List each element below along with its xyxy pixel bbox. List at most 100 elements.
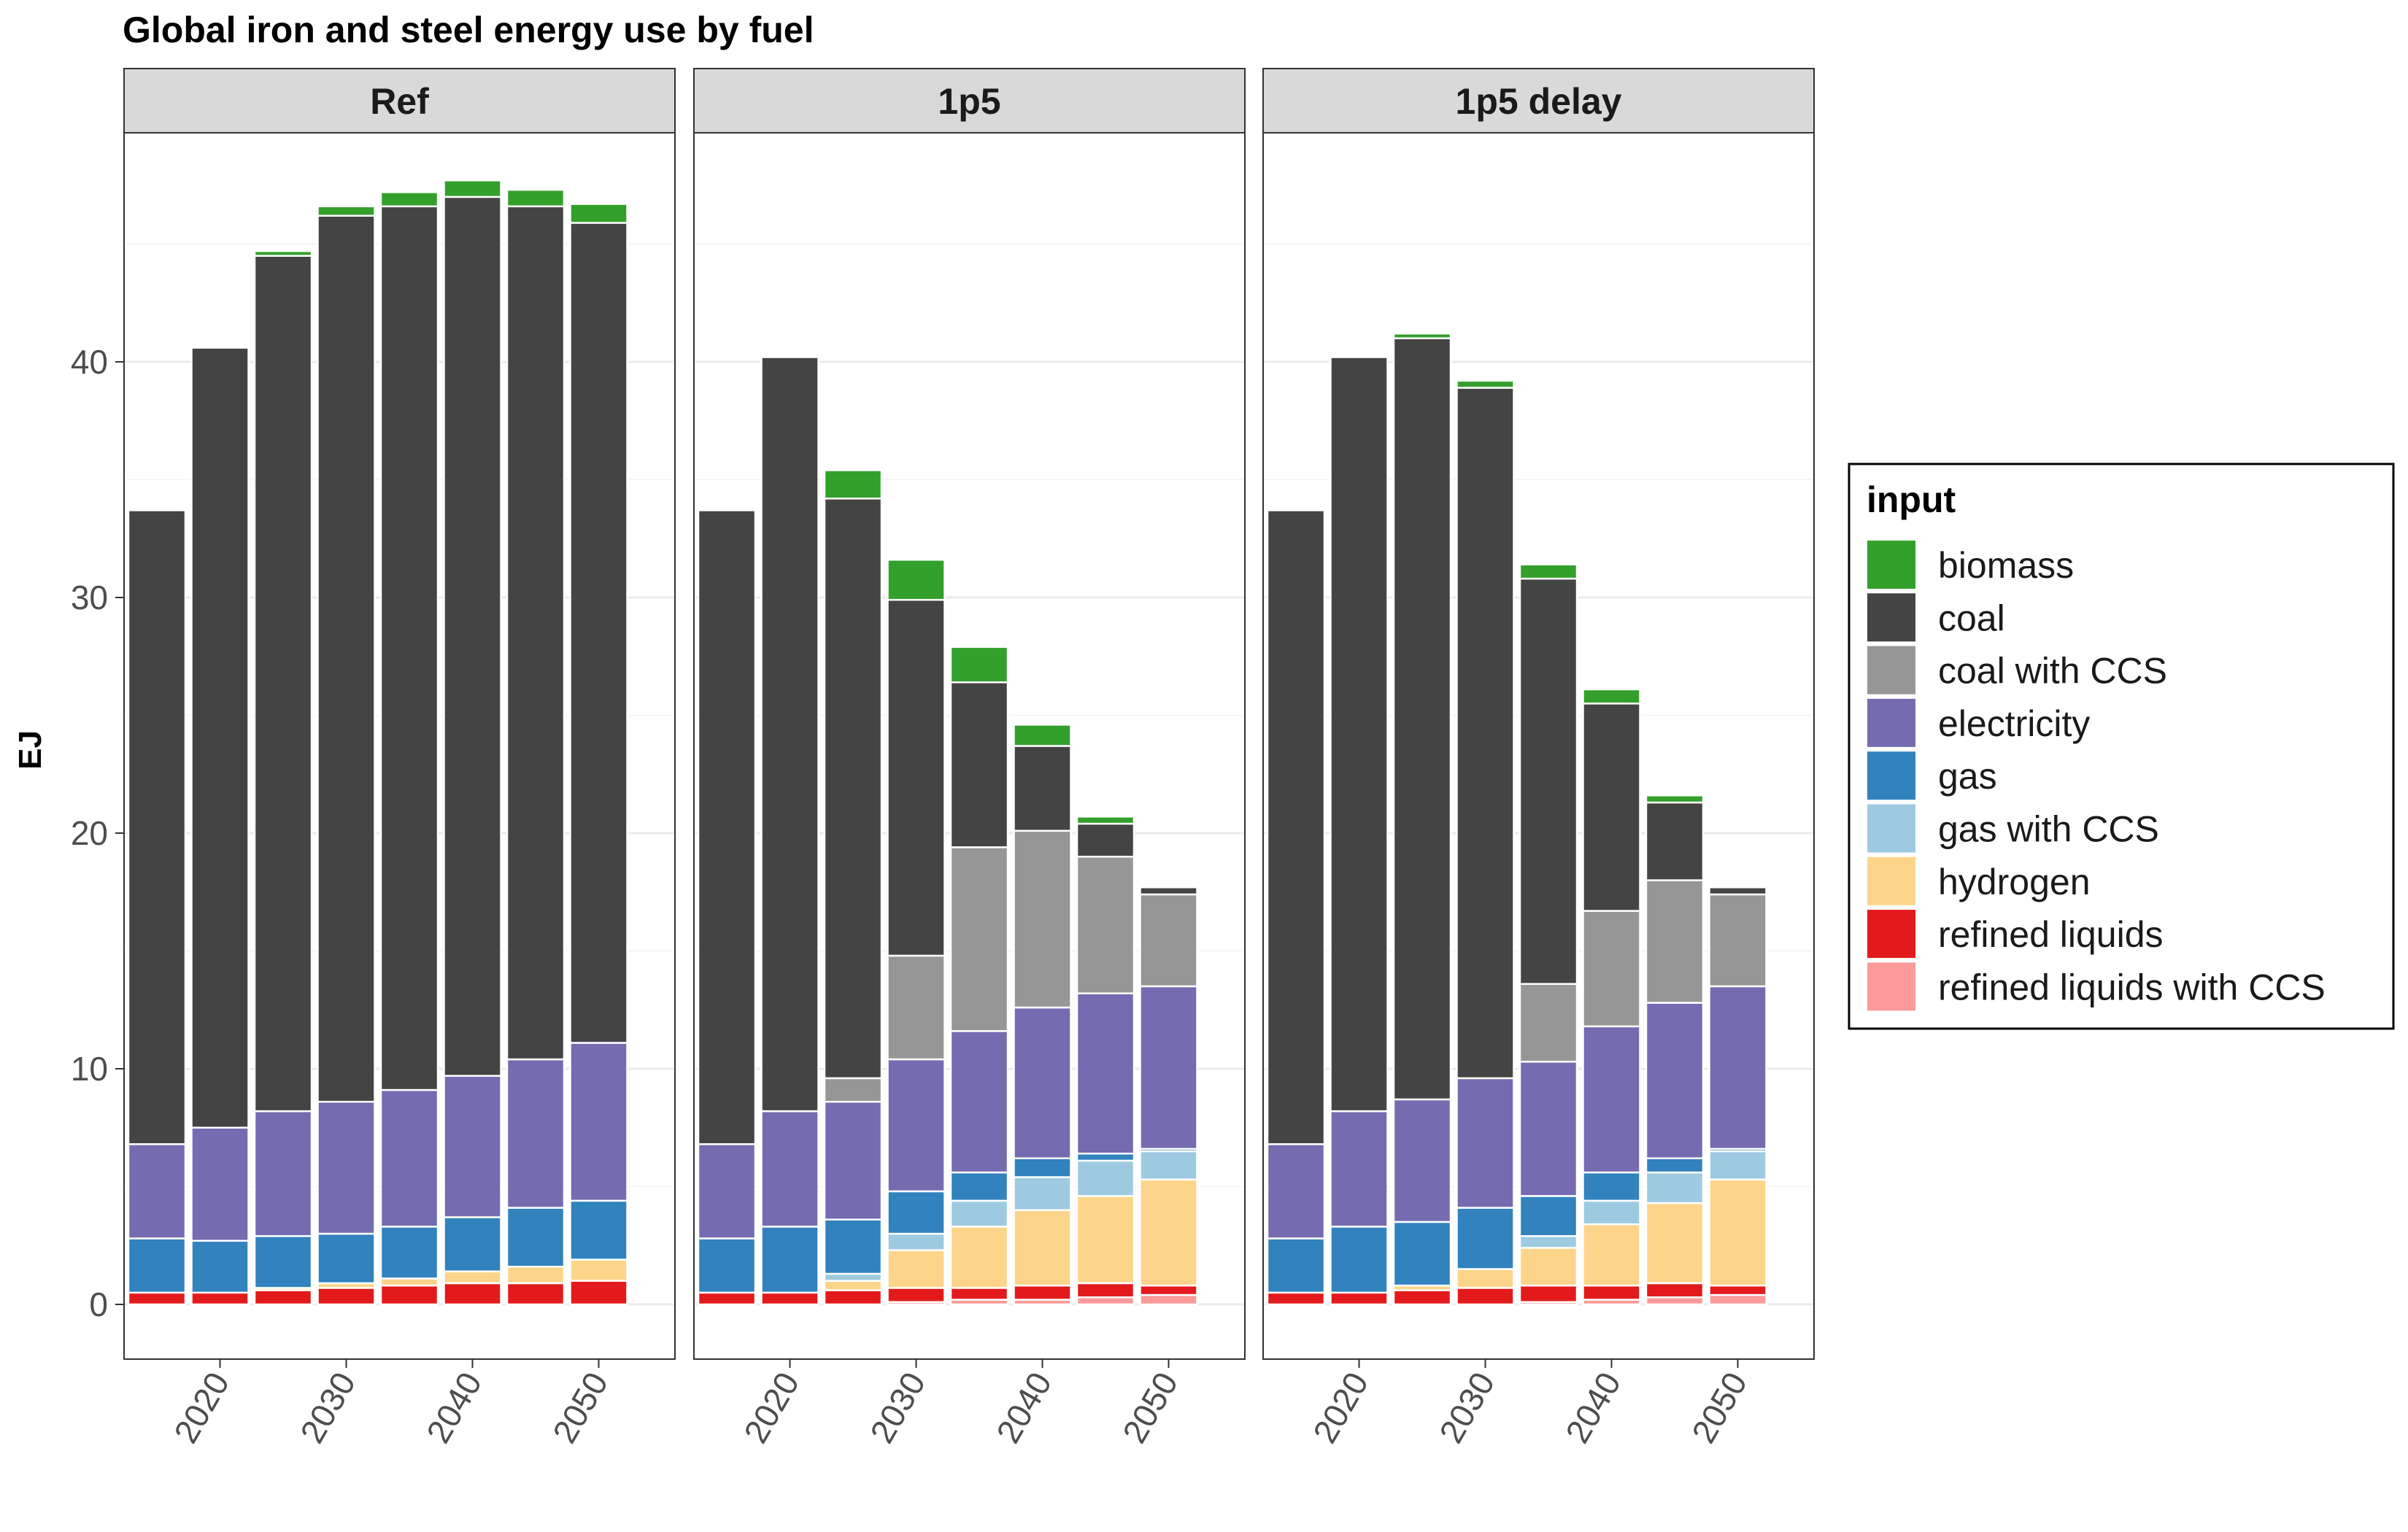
bar-segment-electricity [823,1100,883,1220]
legend: input biomass coal coal with CCS electricity… [1848,463,2395,1030]
bar-segment-coal [1330,356,1389,1113]
legend-item-electricity: electricity [1866,697,2090,748]
bar-segment-electricity [1392,1098,1452,1223]
bar-segment-coal-with-ccs [1518,983,1578,1063]
bar-segment-coal-with-ccs [949,846,1009,1032]
bar-segment-hydrogen [823,1280,883,1291]
bar-segment-biomass [379,191,439,208]
facet-strip [123,68,676,134]
bar-segment-coal-with-ccs [1645,879,1705,1004]
bar-segment-coal-with-ccs [1139,893,1198,988]
bars [697,356,1198,1306]
legend-label: coal with CCS [1938,651,2167,692]
bar-segment-gas-with-ccs [1645,1171,1705,1204]
bar-segment-coal [1518,577,1578,985]
legend-item-coal-with-ccs: coal with CCS [1866,644,2167,696]
bar-segment-hydrogen [1582,1223,1641,1287]
bar-segment-biomass [317,205,376,217]
x-tick-label: 2020 [736,1366,806,1450]
bar-segment-gas-with-ccs [1139,1150,1198,1181]
bar-segment-coal [506,205,566,1061]
bar-segment-coal [190,347,250,1129]
bar-segment-refined-liquids [1645,1282,1705,1299]
bar-segment-coal [1708,886,1767,896]
bar-segment-hydrogen [1645,1202,1705,1285]
bar-segment-coal [1013,745,1072,832]
bar-segment-hydrogen [1139,1178,1198,1287]
bar-segment-refined-liquids [253,1289,313,1306]
bar-segment-biomass [1645,794,1705,804]
bar-segment-electricity [1582,1025,1641,1174]
bar-segment-coal-with-ccs [1076,856,1135,994]
bar-segment-gas [1582,1171,1641,1202]
bar-segment-biomass [443,179,502,198]
bar-segment-gas [949,1171,1009,1202]
facet-strip [1262,68,1815,134]
x-tick-label: 2040 [1558,1366,1628,1450]
bar-segment-refined-liquids [697,1291,757,1306]
panel-border [123,132,676,1360]
bar-segment-coal-with-ccs [1582,910,1641,1028]
legend-item-coal: coal [1866,592,2005,643]
legend-key [1866,644,1917,696]
bar-segment-coal-with-ccs [823,1077,883,1103]
legend-item-gas: gas [1866,750,1997,802]
x-tick-label: 2040 [419,1366,489,1450]
bar-segment-refined-liquids [1013,1284,1072,1301]
bar-segment-biomass [823,469,883,500]
bar-segment-refined-liquids [569,1280,628,1306]
bar-segment-biomass [253,249,313,257]
bar-segment-coal [1266,509,1326,1145]
bar-segment-hydrogen [1076,1195,1135,1285]
bar-segment-gas [1330,1226,1389,1294]
x-tick-label: 2020 [166,1366,236,1450]
bar-segment-gas [253,1235,313,1289]
bar-segment-coal [379,205,439,1091]
bar-segment-coal [1645,801,1705,881]
bar-segment-biomass [1456,379,1515,389]
bar-segment-electricity [949,1030,1009,1174]
y-tick-label: 10 [71,1050,108,1088]
bar-segment-biomass [1582,688,1641,705]
bar-segment-biomass [1518,563,1578,580]
bar-segment-gas [1645,1157,1705,1174]
bar-segment-electricity [760,1110,819,1228]
bar-segment-coal [1392,337,1452,1101]
bar-segment-coal [317,214,376,1103]
bar-segment-refined-liquids [823,1289,883,1306]
bar-segment-electricity [379,1088,439,1228]
bar-segment-refined-liquids-with-ccs [1645,1296,1705,1306]
legend-label: hydrogen [1938,862,2091,902]
legend-key [1866,855,1917,907]
x-tick-label: 2030 [1432,1366,1502,1450]
bars [1266,332,1767,1306]
bar-segment-refined-liquids [887,1287,946,1304]
bar-segment-gas [823,1218,883,1275]
panel-border [1262,132,1815,1360]
bar-segment-refined-liquids [1456,1287,1515,1306]
facet-strip-label: 1p5 delay [1456,81,1622,122]
bar-segment-biomass [1076,816,1135,825]
x-tick-label: 2040 [989,1366,1059,1450]
y-tick-label: 0 [89,1285,108,1323]
bar-segment-biomass [949,646,1009,684]
bar-segment-hydrogen [1518,1247,1578,1287]
bar-segment-coal [949,681,1009,848]
bar-segment-coal-with-ccs [1013,829,1072,1009]
bar-segment-gas [1266,1237,1326,1294]
bar-segment-refined-liquids [317,1287,376,1306]
facet-strip-label: Ref [370,81,429,122]
facet-strip-label: 1p5 [938,81,1000,122]
bar-segment-coal [697,509,757,1145]
facet-panel-ref: Ref 2020 2030 2040 2050 [123,68,676,1450]
x-tick-label: 2030 [863,1366,933,1450]
bar-segment-refined-liquids [949,1287,1009,1301]
bar-segment-coal [443,196,502,1077]
x-tick-label: 2050 [1684,1366,1754,1450]
bar-segment-gas [760,1226,819,1294]
bar-segment-electricity [190,1126,250,1242]
bar-segment-gas [887,1190,946,1235]
x-tick-label: 2020 [1305,1366,1375,1450]
legend-label: coal [1938,597,2005,638]
